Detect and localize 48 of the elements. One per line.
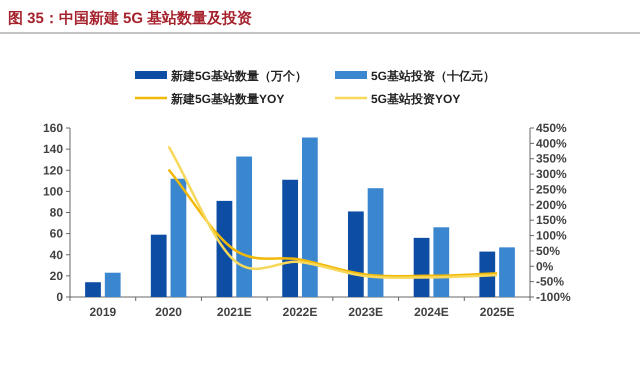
bar — [499, 247, 515, 297]
y2-tick-label: 50% — [536, 244, 560, 258]
bar — [348, 211, 364, 297]
y2-tick-label: 100% — [536, 228, 568, 243]
y2-tick-label: -100% — [536, 290, 572, 304]
legend-label: 新建5G基站数量YOY — [170, 92, 284, 106]
y2-tick-label: 350% — [536, 152, 568, 166]
y-tick-label: 40 — [50, 248, 64, 262]
bar — [104, 272, 121, 297]
y-tick-label: 100 — [42, 184, 64, 198]
y-tick-label: 80 — [50, 206, 64, 220]
y-tick-label: 120 — [42, 163, 64, 178]
y-tick-label: 140 — [42, 142, 64, 156]
y2-tick-label: -50% — [536, 274, 564, 289]
x-tick-label: 2019 — [90, 305, 117, 319]
bar — [170, 178, 186, 297]
y2-tick-label: 200% — [536, 198, 568, 212]
chart-title: 图 35：中国新建 5G 基站数量及投资 — [8, 9, 252, 27]
bar — [85, 282, 101, 297]
legend-label: 新建5G基站数量（万个） — [170, 69, 308, 83]
x-tick-label: 2020 — [155, 305, 182, 319]
y2-tick-label: 0% — [536, 259, 554, 274]
y2-tick-label: 400% — [536, 136, 568, 150]
x-tick-label: 2022E — [282, 305, 318, 319]
y2-tick-label: 250% — [536, 182, 568, 196]
bar — [414, 238, 430, 297]
line-series — [167, 168, 498, 278]
bar — [302, 138, 318, 297]
x-tick-label: 2021E — [216, 305, 252, 319]
bar — [216, 200, 232, 297]
x-tick-label: 2025E — [480, 305, 514, 319]
legend-label: 5G基站投资YOY — [371, 92, 460, 106]
bar — [236, 156, 252, 297]
y-tick-label: 160 — [42, 121, 64, 135]
legend-label: 5G基站投资（十亿元） — [371, 69, 496, 83]
y-tick-label: 0 — [56, 290, 64, 304]
y2-tick-label: 450% — [536, 121, 568, 135]
bar — [368, 188, 384, 297]
y-tick-label: 60 — [50, 226, 64, 241]
y2-tick-label: 150% — [536, 213, 568, 228]
y2-tick-label: 300% — [536, 167, 568, 182]
x-tick-label: 2024E — [414, 305, 449, 319]
bar — [282, 180, 298, 297]
line-series — [167, 145, 498, 279]
y-tick-label: 20 — [50, 268, 64, 283]
bar — [433, 227, 450, 297]
bar — [150, 234, 167, 297]
x-tick-label: 2023E — [348, 305, 384, 319]
